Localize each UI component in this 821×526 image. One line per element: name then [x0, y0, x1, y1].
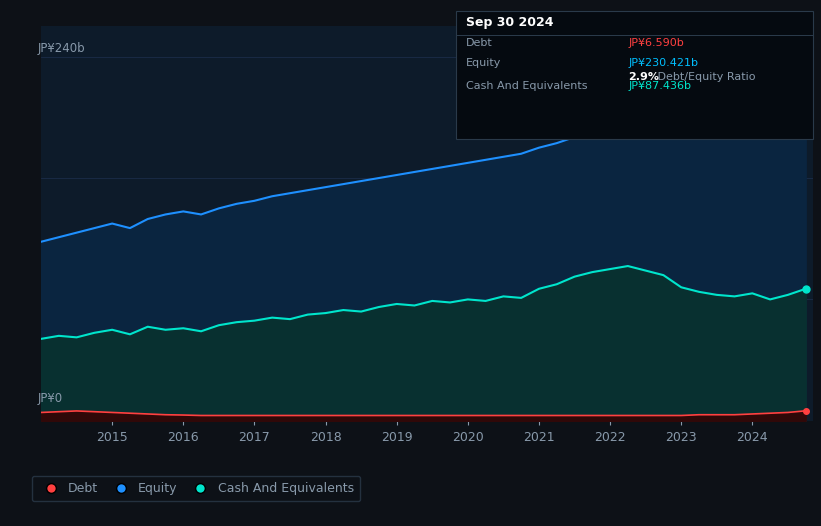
Text: Equity: Equity: [466, 58, 501, 68]
Text: JP¥230.421b: JP¥230.421b: [628, 58, 698, 68]
Legend: Debt, Equity, Cash And Equivalents: Debt, Equity, Cash And Equivalents: [32, 476, 360, 501]
Text: JP¥0: JP¥0: [37, 392, 62, 405]
Text: JP¥87.436b: JP¥87.436b: [628, 81, 691, 91]
Text: JP¥6.590b: JP¥6.590b: [628, 38, 684, 48]
Text: Debt/Equity Ratio: Debt/Equity Ratio: [654, 72, 756, 82]
Text: 2.9%: 2.9%: [628, 72, 659, 82]
Text: Sep 30 2024: Sep 30 2024: [466, 16, 553, 29]
Text: JP¥240b: JP¥240b: [37, 42, 85, 55]
Text: Debt: Debt: [466, 38, 493, 48]
Text: Cash And Equivalents: Cash And Equivalents: [466, 81, 587, 91]
